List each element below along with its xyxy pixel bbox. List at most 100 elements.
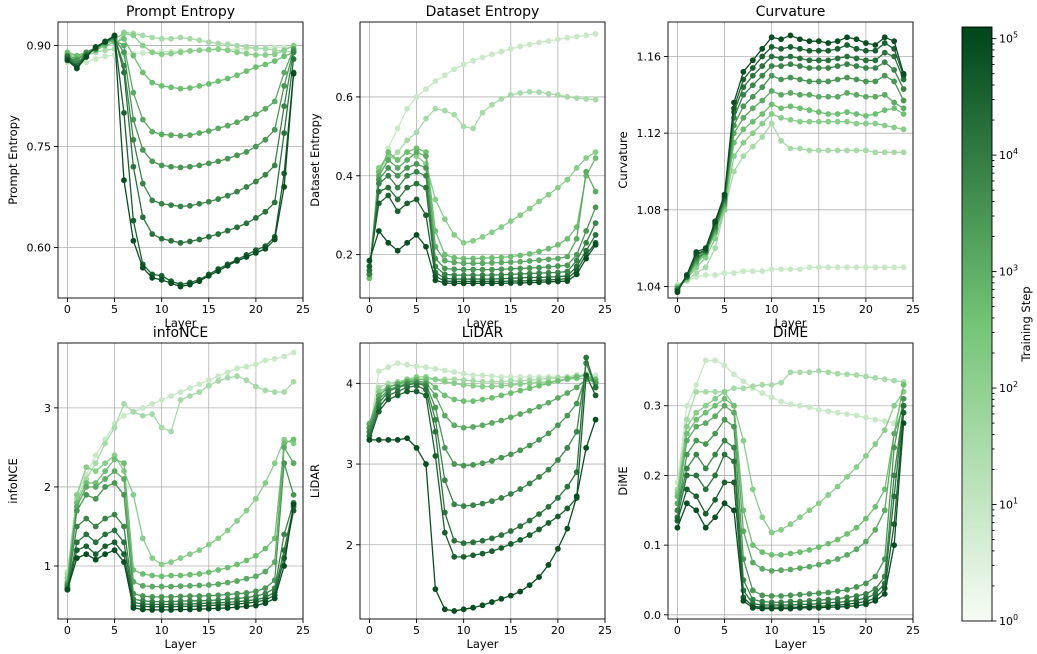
data-point [441, 606, 448, 613]
data-point [158, 424, 165, 431]
data-point [271, 47, 278, 54]
colorbar-tick-exponent: 2 [1013, 380, 1018, 389]
series-path [368, 91, 596, 275]
data-point [554, 241, 561, 248]
data-point [366, 257, 373, 264]
data-point [536, 248, 542, 255]
data-point [102, 551, 109, 558]
data-point [281, 69, 288, 76]
data-point [702, 441, 709, 447]
data-point [441, 107, 448, 114]
data-point [787, 566, 794, 573]
data-point [536, 436, 542, 443]
data-point [205, 541, 212, 548]
data-point [234, 119, 240, 126]
data-point [498, 545, 505, 551]
data-point [778, 55, 784, 62]
data-point [243, 377, 250, 384]
data-point [844, 586, 850, 593]
data-point [460, 606, 467, 613]
data-point [900, 70, 907, 77]
data-point [470, 280, 476, 287]
data-point [451, 461, 458, 467]
data-point [121, 559, 127, 565]
colorbar-frame [961, 26, 993, 622]
data-point [900, 409, 907, 416]
data-point [517, 486, 524, 492]
data-point [583, 372, 590, 379]
data-point [815, 264, 822, 271]
data-point [394, 388, 401, 395]
data-point [554, 269, 561, 276]
data-point [768, 529, 775, 536]
data-point [554, 545, 561, 552]
data-point [731, 458, 737, 465]
data-point [121, 30, 127, 37]
data-point [224, 262, 231, 269]
data-point [825, 492, 832, 498]
data-point [224, 374, 231, 381]
data-point [158, 561, 165, 568]
series-line [64, 501, 297, 613]
data-point [498, 495, 505, 501]
data-point [881, 40, 888, 46]
data-point [451, 280, 458, 287]
data-point [224, 41, 231, 48]
data-point [196, 37, 203, 44]
data-point [545, 562, 552, 568]
data-point [385, 396, 392, 403]
data-point [712, 218, 719, 225]
data-point [262, 136, 269, 143]
data-point [130, 163, 137, 170]
data-point [872, 78, 879, 85]
data-point [825, 589, 832, 596]
data-point [862, 113, 869, 119]
data-point [404, 388, 411, 395]
data-point [168, 559, 174, 565]
data-point [460, 370, 467, 377]
data-point [441, 216, 448, 223]
data-point [900, 381, 907, 388]
x-axis-label: Layer [164, 316, 196, 330]
data-point [768, 63, 775, 69]
data-point [834, 483, 841, 490]
data-point [797, 91, 803, 98]
data-point [536, 474, 542, 480]
data-point [139, 42, 146, 49]
data-point [806, 57, 813, 64]
data-point [470, 539, 476, 546]
data-point [187, 385, 193, 391]
data-point [498, 595, 505, 602]
data-point [853, 464, 860, 470]
data-point [205, 582, 212, 588]
data-point [130, 136, 137, 143]
data-point [759, 134, 766, 140]
series-line [64, 32, 297, 290]
data-point [683, 402, 690, 409]
data-point [92, 495, 99, 502]
x-tick-label: 15 [504, 624, 518, 637]
data-point [413, 382, 420, 389]
data-point [573, 428, 580, 435]
data-point [721, 451, 728, 458]
data-point [187, 281, 193, 288]
data-point [73, 555, 80, 562]
data-point [168, 607, 174, 613]
x-tick-label: 20 [551, 303, 565, 316]
data-point [536, 39, 542, 46]
data-point [545, 430, 552, 437]
data-point [139, 571, 146, 577]
data-point [139, 582, 146, 589]
data-point [139, 606, 146, 613]
series-line [674, 120, 907, 290]
data-point [872, 120, 879, 127]
data-point [900, 105, 907, 112]
data-point [177, 555, 184, 562]
data-point [385, 388, 392, 395]
data-point [806, 107, 813, 114]
data-point [432, 384, 439, 391]
y-tick-label: 4 [346, 377, 353, 390]
data-point [423, 86, 429, 92]
data-point [740, 268, 747, 275]
data-point [526, 407, 533, 414]
